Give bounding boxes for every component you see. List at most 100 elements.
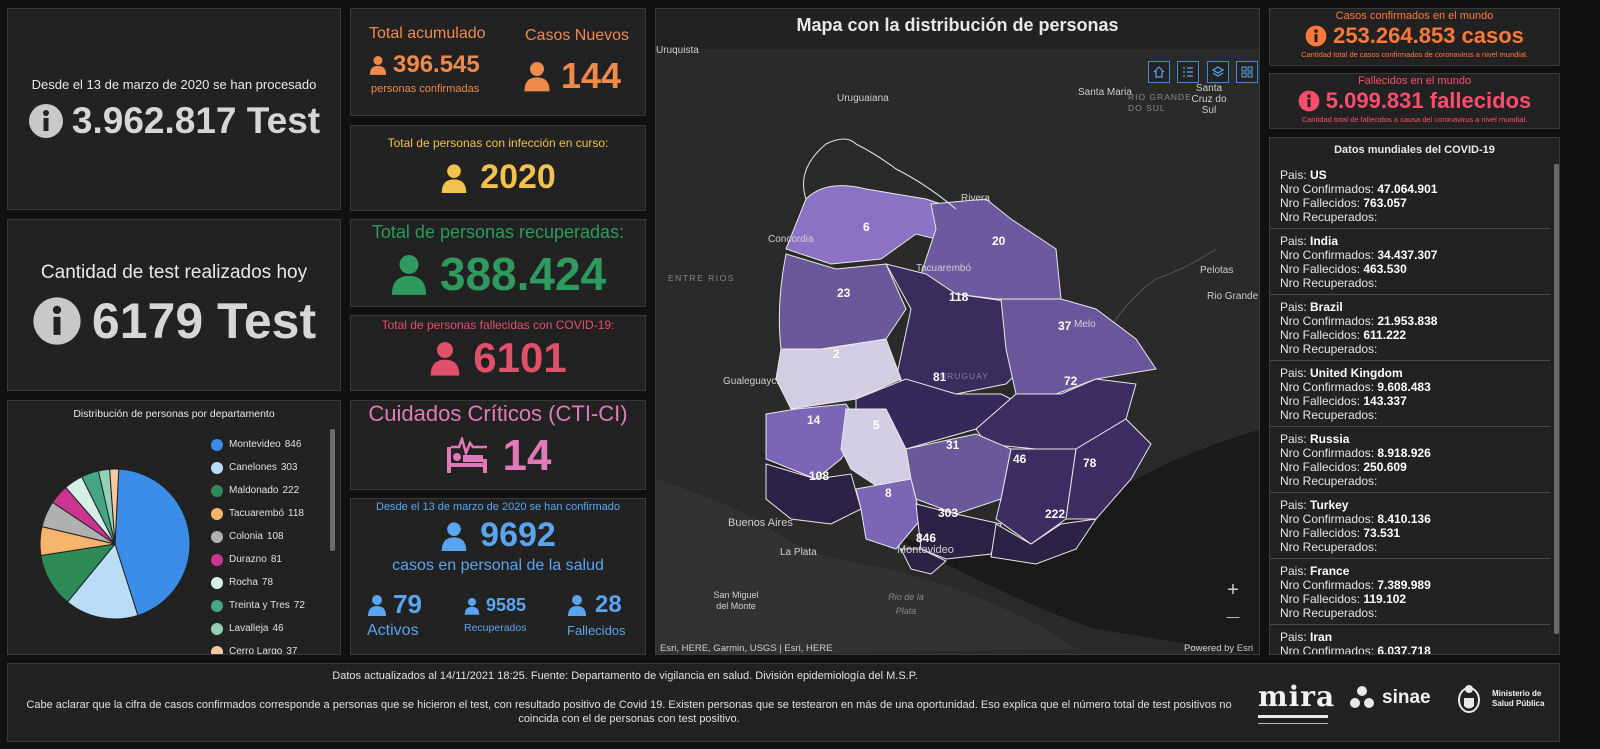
person-icon (441, 163, 467, 193)
legend-value: 846 (284, 439, 302, 450)
map-powered-by[interactable]: Powered by Esri (1184, 643, 1254, 654)
legend-item[interactable]: Maldonado 222 (211, 479, 326, 502)
country-item[interactable]: Pais: United Kingdom Nro Confirmados: 9.6… (1270, 361, 1550, 427)
map-place-label: Rio de la Plata (888, 592, 924, 616)
legend-swatch (211, 507, 223, 520)
map-place-label: Buenos Aires (728, 517, 793, 529)
fallecidos-value: 28 (595, 591, 622, 618)
acumulado-value: 396.545 (393, 51, 480, 78)
recovered-label: Nro Recuperados: (1280, 540, 1378, 554)
world-deaths-value: 5.099.831 fallecidos (1325, 88, 1532, 113)
map-dept-label: 31 (946, 438, 960, 452)
activos-value: 79 (393, 589, 422, 619)
deaths-label: Nro Fallecidos: (1280, 592, 1364, 606)
person-icon (391, 255, 426, 295)
deaths-value: 463.530 (1363, 262, 1407, 276)
legend-label: Maldonado (229, 485, 279, 496)
country-item[interactable]: Pais: Brazil Nro Confirmados: 21.953.838 N… (1270, 295, 1550, 361)
country-label: Pais: (1280, 564, 1311, 578)
country-name: Turkey (1310, 498, 1349, 512)
legend-value: 78 (261, 577, 274, 588)
cti-value: 14 (502, 431, 552, 480)
home-icon[interactable] (1148, 61, 1170, 83)
legend-swatch (211, 461, 223, 474)
legend-item[interactable]: Cerro Largo 37 (211, 640, 326, 654)
info-icon (1298, 90, 1320, 112)
deaths-label: Nro Fallecidos: (1280, 196, 1364, 210)
zoom-in-button[interactable]: + (1227, 579, 1239, 601)
country-name: India (1310, 234, 1339, 248)
map-panel: Mapa con la distribución de personas (655, 8, 1260, 655)
list-scrollbar[interactable] (1554, 164, 1559, 634)
map-dept-label: 846 (916, 531, 937, 545)
legend-item[interactable]: Montevideo 846 (211, 433, 326, 456)
basemap-gallery-icon[interactable] (1236, 61, 1259, 83)
legend-item[interactable]: Treinta y Tres 72 (211, 594, 326, 617)
map-place-label: San Miguel del Monte (713, 590, 759, 611)
map-place-label: Rio Grande (1207, 291, 1259, 302)
country-item[interactable]: Pais: India Nro Confirmados: 34.437.307 Nr… (1270, 229, 1550, 295)
confirmed-label: Nro Confirmados: (1280, 314, 1378, 328)
country-item[interactable]: Pais: Russia Nro Confirmados: 8.918.926 Nr… (1270, 427, 1550, 493)
legend-label: Durazno (229, 554, 267, 565)
pie-slice[interactable] (109, 468, 120, 545)
legend-item[interactable]: Tacuarembó 118 (211, 502, 326, 525)
country-item[interactable]: Pais: Turkey Nro Confirmados: 8.410.136 Nr… (1270, 493, 1550, 559)
map-dept-label: 222 (1045, 507, 1066, 521)
confirmed-value: 6.037.718 (1377, 644, 1431, 655)
map-dept-label: 303 (938, 506, 959, 520)
legend-value: 81 (270, 554, 282, 565)
world-deaths-panel: Fallecidos en el mundo 5.099.831 falleci… (1269, 73, 1560, 129)
map-place-label: Concordia (768, 234, 814, 245)
footer-update-text: Datos actualizados al 14/11/2021 18:25. … (332, 670, 918, 682)
map-place-label: Tacuarembó (916, 263, 972, 274)
recovered-label: Nro Recuperados: (1280, 276, 1378, 290)
map-dept-label: 23 (837, 286, 851, 300)
recovered-label: Nro Recuperados: (1280, 210, 1378, 224)
country-item[interactable]: Pais: US Nro Confirmados: 47.064.901 Nro F… (1270, 163, 1550, 229)
info-icon (1305, 25, 1327, 47)
pie-slice[interactable] (66, 542, 139, 620)
sinae-icon (1350, 686, 1374, 708)
salud-recuperados: 9585 Recuperados (464, 595, 526, 634)
acumulado-subtitle: personas confirmadas (371, 83, 480, 95)
legend-item[interactable]: Rocha 78 (211, 571, 326, 594)
recuperadas-title: Total de personas recuperadas: (371, 222, 625, 242)
legend-item[interactable]: Canelones 303 (211, 456, 326, 479)
person-icon (441, 521, 467, 551)
en-curso-value: 2020 (480, 158, 556, 196)
recuperados-label: Recuperados (464, 622, 527, 634)
map-view[interactable]: 6 20 23 118 37 2 81 72 14 5 31 46 78 108… (656, 45, 1259, 654)
tests-total-value: 3.962.817 Test (71, 100, 321, 141)
world-confirmed-note: Cantidad total de casos confirmados de c… (1301, 50, 1528, 59)
layers-icon[interactable] (1206, 61, 1229, 83)
legend-item[interactable]: Durazno 81 (211, 548, 326, 571)
map-place-label: URUGUAY (940, 371, 989, 381)
person-icon (464, 597, 480, 615)
legend-value: 303 (280, 462, 298, 473)
zoom-out-button[interactable]: — (1226, 609, 1240, 624)
pie-legend: Montevideo 846 Canelones 303 Maldonado 222 Tac… (211, 433, 326, 654)
salud-value: 9692 (480, 516, 556, 554)
legend-item[interactable]: Lavalleja 46 (211, 617, 326, 640)
country-label: Pais: (1280, 630, 1311, 644)
confirmed-label: Nro Confirmados: (1280, 446, 1378, 460)
pie-slice[interactable] (114, 468, 191, 617)
map-place-label: Santa Cruz do Sul (1191, 83, 1227, 116)
legend-value: 222 (282, 485, 300, 496)
deaths-label: Nro Fallecidos: (1280, 328, 1364, 342)
coat-of-arms-icon (1458, 685, 1480, 713)
footer-note-text: Cabe aclarar que la cifra de casos confi… (26, 699, 1232, 725)
recuperadas-value: 388.424 (439, 248, 607, 300)
person-icon (368, 594, 386, 616)
country-list[interactable]: Pais: US Nro Confirmados: 47.064.901 Nro F… (1270, 163, 1550, 655)
hospital-bed-icon (446, 437, 487, 473)
legend-list-icon[interactable] (1177, 61, 1200, 83)
legend-scrollbar[interactable] (330, 429, 335, 551)
world-deaths-note: Cantidad total de fallecidos a causa del… (1301, 115, 1528, 124)
confirmed-label: Nro Confirmados: (1280, 380, 1378, 394)
fallecidas-value: 6101 (473, 334, 567, 381)
legend-item[interactable]: Colonia 108 (211, 525, 326, 548)
country-item[interactable]: Pais: France Nro Confirmados: 7.389.989 Nr… (1270, 559, 1550, 625)
